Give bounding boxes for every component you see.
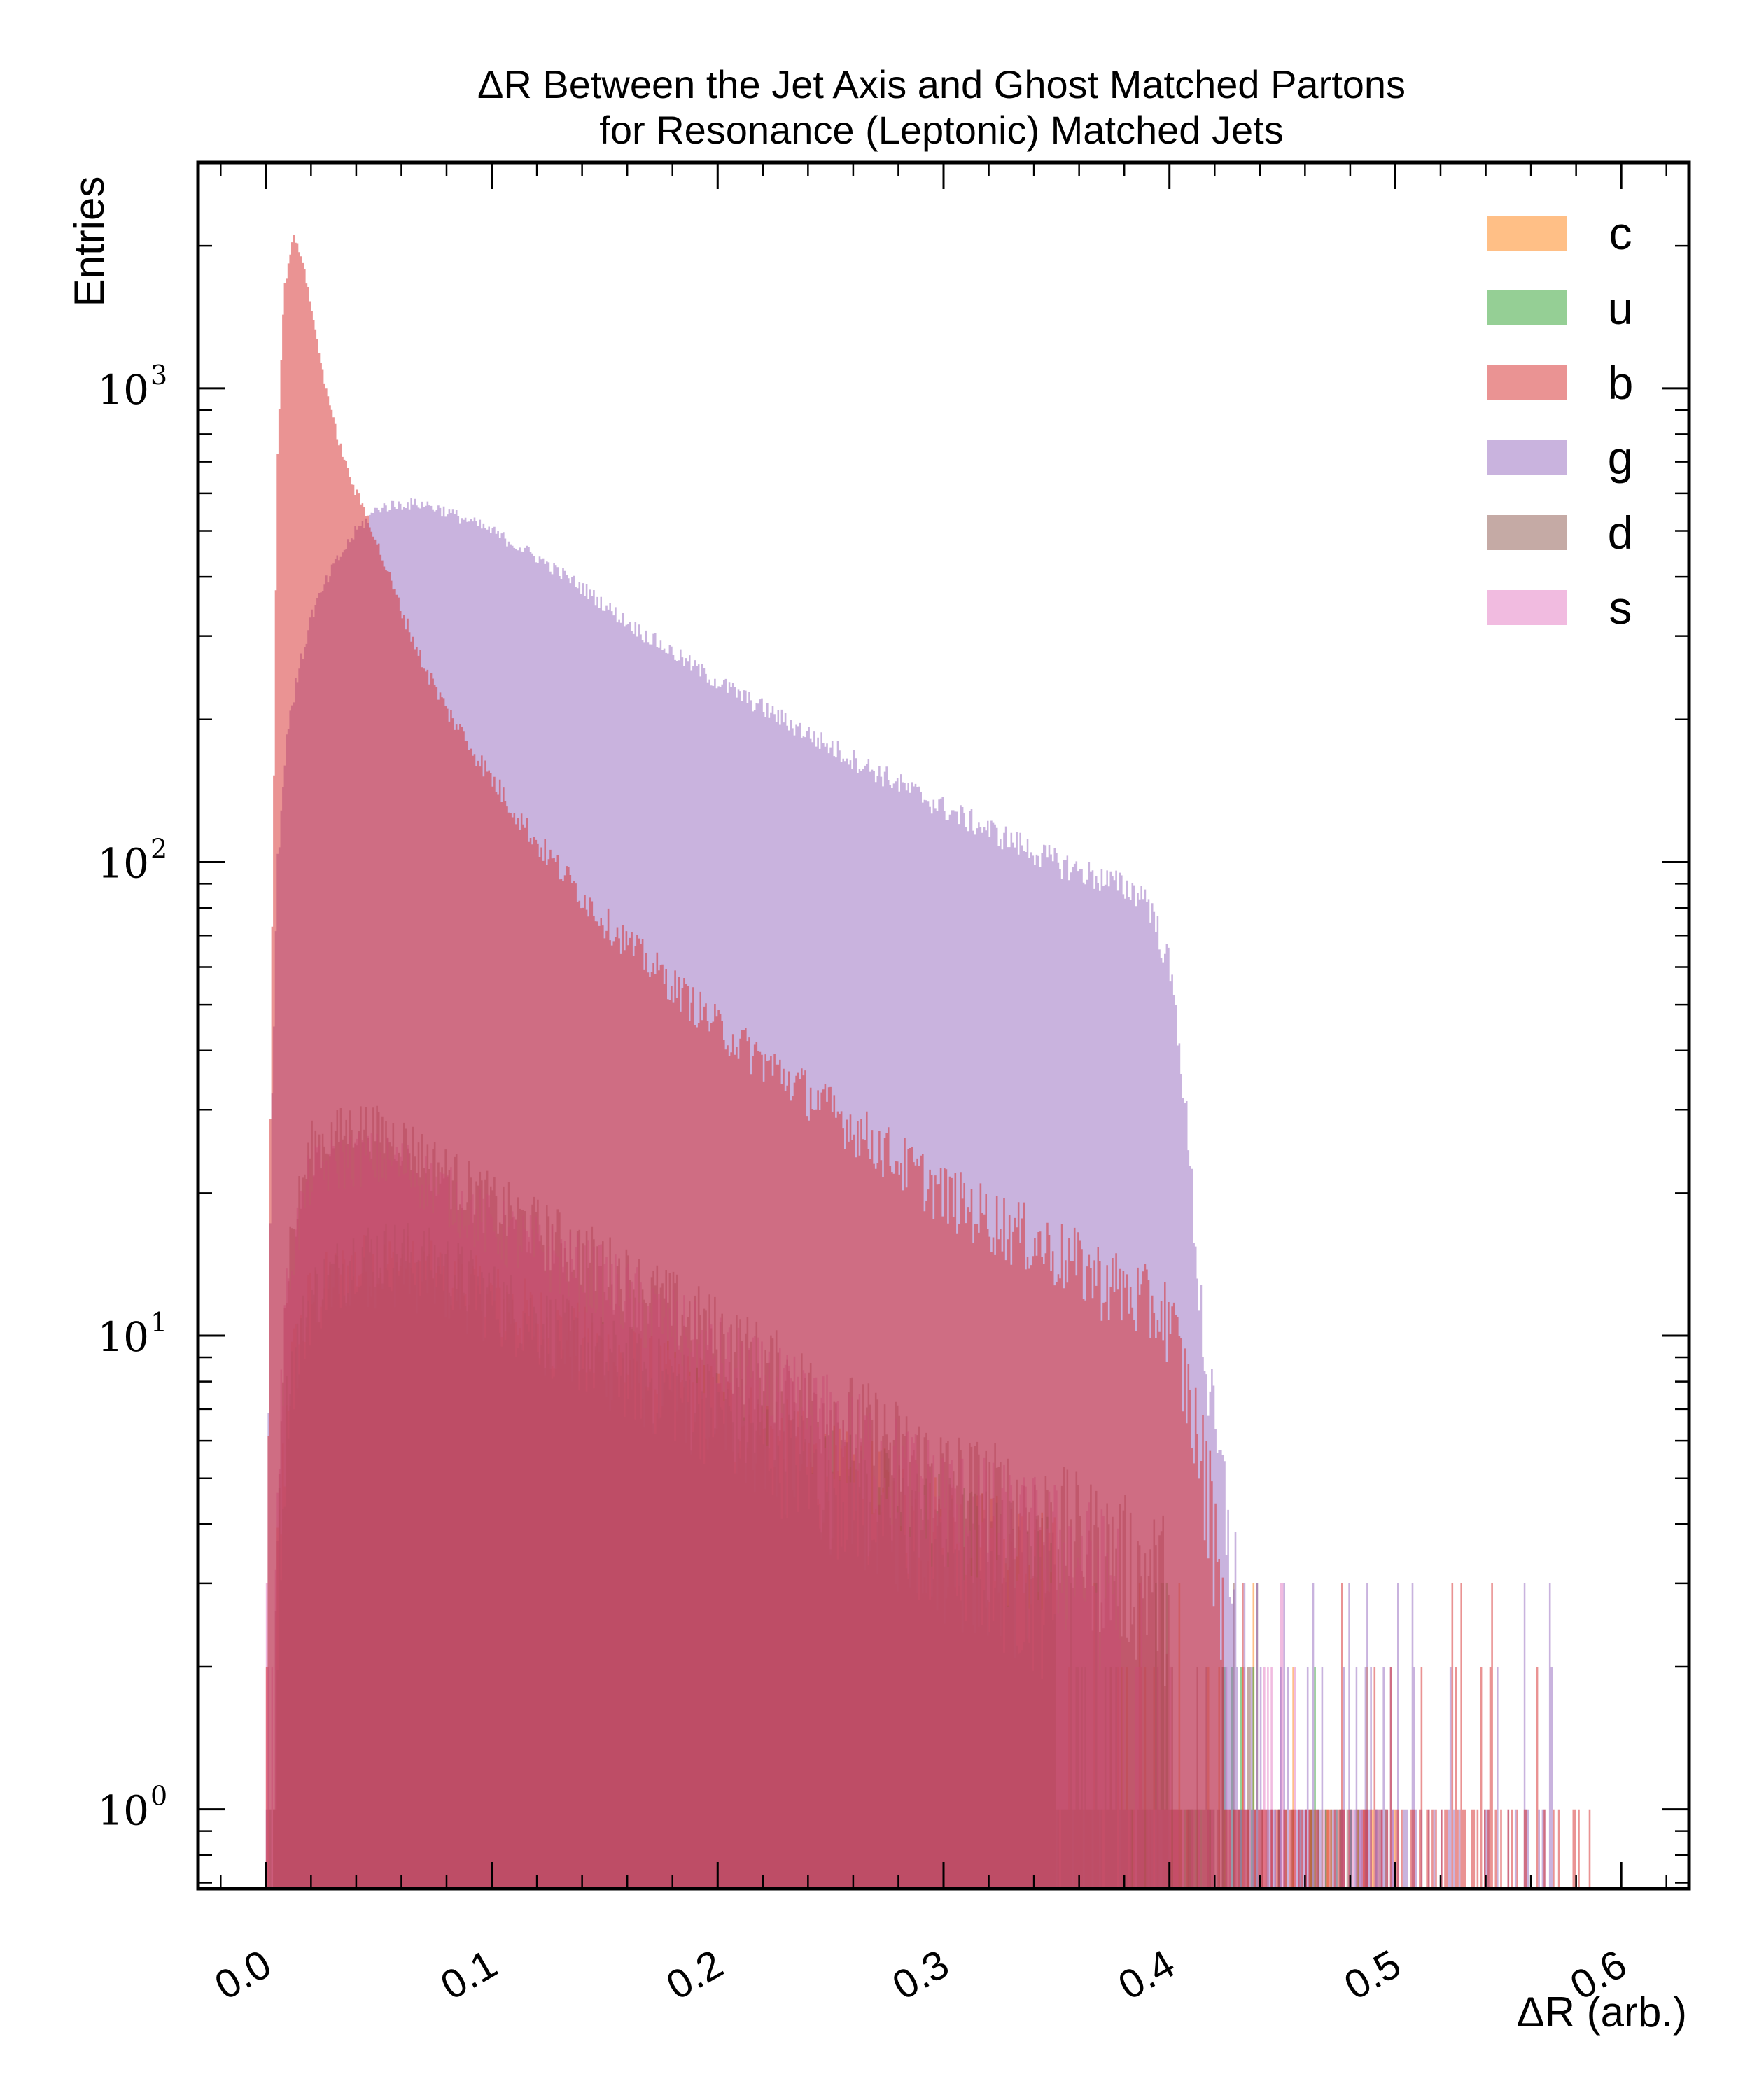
x-axis-label: ΔR (arb.)	[1517, 1989, 1687, 2036]
legend-label-s: s	[1609, 582, 1632, 634]
y-tick-exponent: 3	[150, 360, 167, 391]
legend-label-d: d	[1608, 507, 1634, 559]
legend-swatch-c	[1488, 216, 1567, 251]
legend-label-b: b	[1608, 357, 1634, 409]
legend-swatch-d	[1488, 515, 1567, 550]
legend-swatch-g	[1488, 440, 1567, 475]
y-tick-label: 10	[97, 1313, 149, 1361]
y-tick-label: 10	[97, 366, 149, 414]
y-tick-label: 10	[97, 1787, 149, 1835]
legend-swatch-u	[1488, 290, 1567, 326]
x-tick-label: 0.2	[659, 1941, 730, 2009]
legend-swatch-s	[1488, 590, 1567, 625]
x-tick-label: 0.5	[1337, 1941, 1408, 2009]
y-tick-exponent: 0	[150, 1781, 167, 1812]
y-tick-label: 10	[97, 839, 149, 887]
y-tick-exponent: 2	[150, 833, 167, 864]
chart-title: ΔR Between the Jet Axis and Ghost Matche…	[477, 62, 1406, 106]
x-tick-label: 0.3	[885, 1941, 956, 2009]
legend-label-c: c	[1609, 207, 1632, 259]
y-axis-label: Entries	[66, 176, 113, 307]
chart-subtitle: for Resonance (Leptonic) Matched Jets	[599, 108, 1283, 152]
legend-label-u: u	[1608, 282, 1634, 334]
plot-area	[265, 235, 1591, 1889]
x-tick-label: 0.1	[433, 1941, 505, 2009]
x-tick-label: 0.0	[207, 1941, 279, 2009]
x-tick-label: 0.4	[1111, 1941, 1182, 2009]
histogram-series-b	[265, 235, 1591, 1889]
legend-label-g: g	[1608, 432, 1634, 484]
y-tick-exponent: 1	[150, 1307, 167, 1338]
legend-swatch-b	[1488, 365, 1567, 400]
